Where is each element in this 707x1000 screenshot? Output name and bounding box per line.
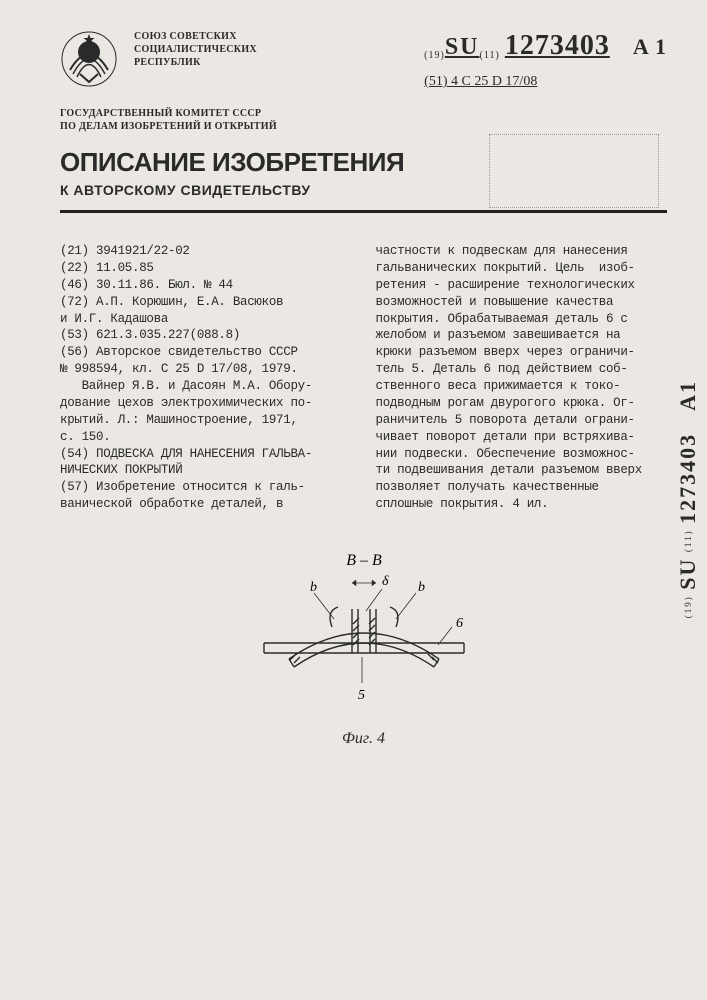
side-mid: (11) [683,529,693,552]
fig-label-6: 6 [456,616,463,631]
section-label: B – B [346,552,382,569]
country-line-1: СОЮЗ СОВЕТСКИХ [134,30,257,43]
class-code: C 25 D 17/08 [461,74,537,89]
pub-prefix-small: (19) [424,50,445,61]
right-column-text: частности к подвескам для нанесения галь… [376,243,668,513]
left-column-text: (21) 3941921/22-02 (22) 11.05.85 (46) 30… [60,243,352,513]
stamp-box [489,134,659,208]
pub-mid-small: (11) [480,50,500,61]
left-column: (21) 3941921/22-02 (22) 11.05.85 (46) 30… [60,243,352,513]
ussr-emblem [60,30,118,93]
fig-label-delta: δ [382,574,389,589]
side-suffix: A1 [675,380,700,411]
side-country: SU [675,558,700,590]
pub-country-code: SU [445,34,480,60]
side-number: 1273403 [675,433,700,524]
right-column: частности к подвескам для нанесения галь… [376,243,668,513]
committee-line-1: ГОСУДАРСТВЕННЫЙ КОМИТЕТ СССР [60,107,667,120]
figure-caption: Фиг. 4 [60,730,667,748]
committee-line-2: ПО ДЕЛАМ ИЗОБРЕТЕНИЙ И ОТКРЫТИЙ [60,120,667,133]
pub-number: 1273403 [505,30,610,61]
side-prefix: (19) [683,595,693,618]
country-name: СОЮЗ СОВЕТСКИХ СОЦИАЛИСТИЧЕСКИХ РЕСПУБЛИ… [134,30,257,69]
class-prefix: (51) 4 [424,74,458,89]
pub-suffix: A 1 [633,34,667,59]
publication-codes: (19)SU(11) 1273403 A 1 (51) 4 C 25 D 17/… [424,30,667,90]
fig-label-b-left: b [310,580,317,595]
country-line-2: СОЦИАЛИСТИЧЕСКИХ [134,43,257,56]
committee-name: ГОСУДАРСТВЕННЫЙ КОМИТЕТ СССР ПО ДЕЛАМ ИЗ… [60,107,667,133]
country-line-3: РЕСПУБЛИК [134,56,257,69]
body-columns: (21) 3941921/22-02 (22) 11.05.85 (46) 30… [60,243,667,513]
divider [60,210,667,213]
fig-label-5: 5 [358,688,365,703]
figure-4: B – B [60,549,667,748]
side-publication-label: (19) SU (11) 1273403 A1 [675,380,701,618]
fig-label-b-right: b [418,580,425,595]
